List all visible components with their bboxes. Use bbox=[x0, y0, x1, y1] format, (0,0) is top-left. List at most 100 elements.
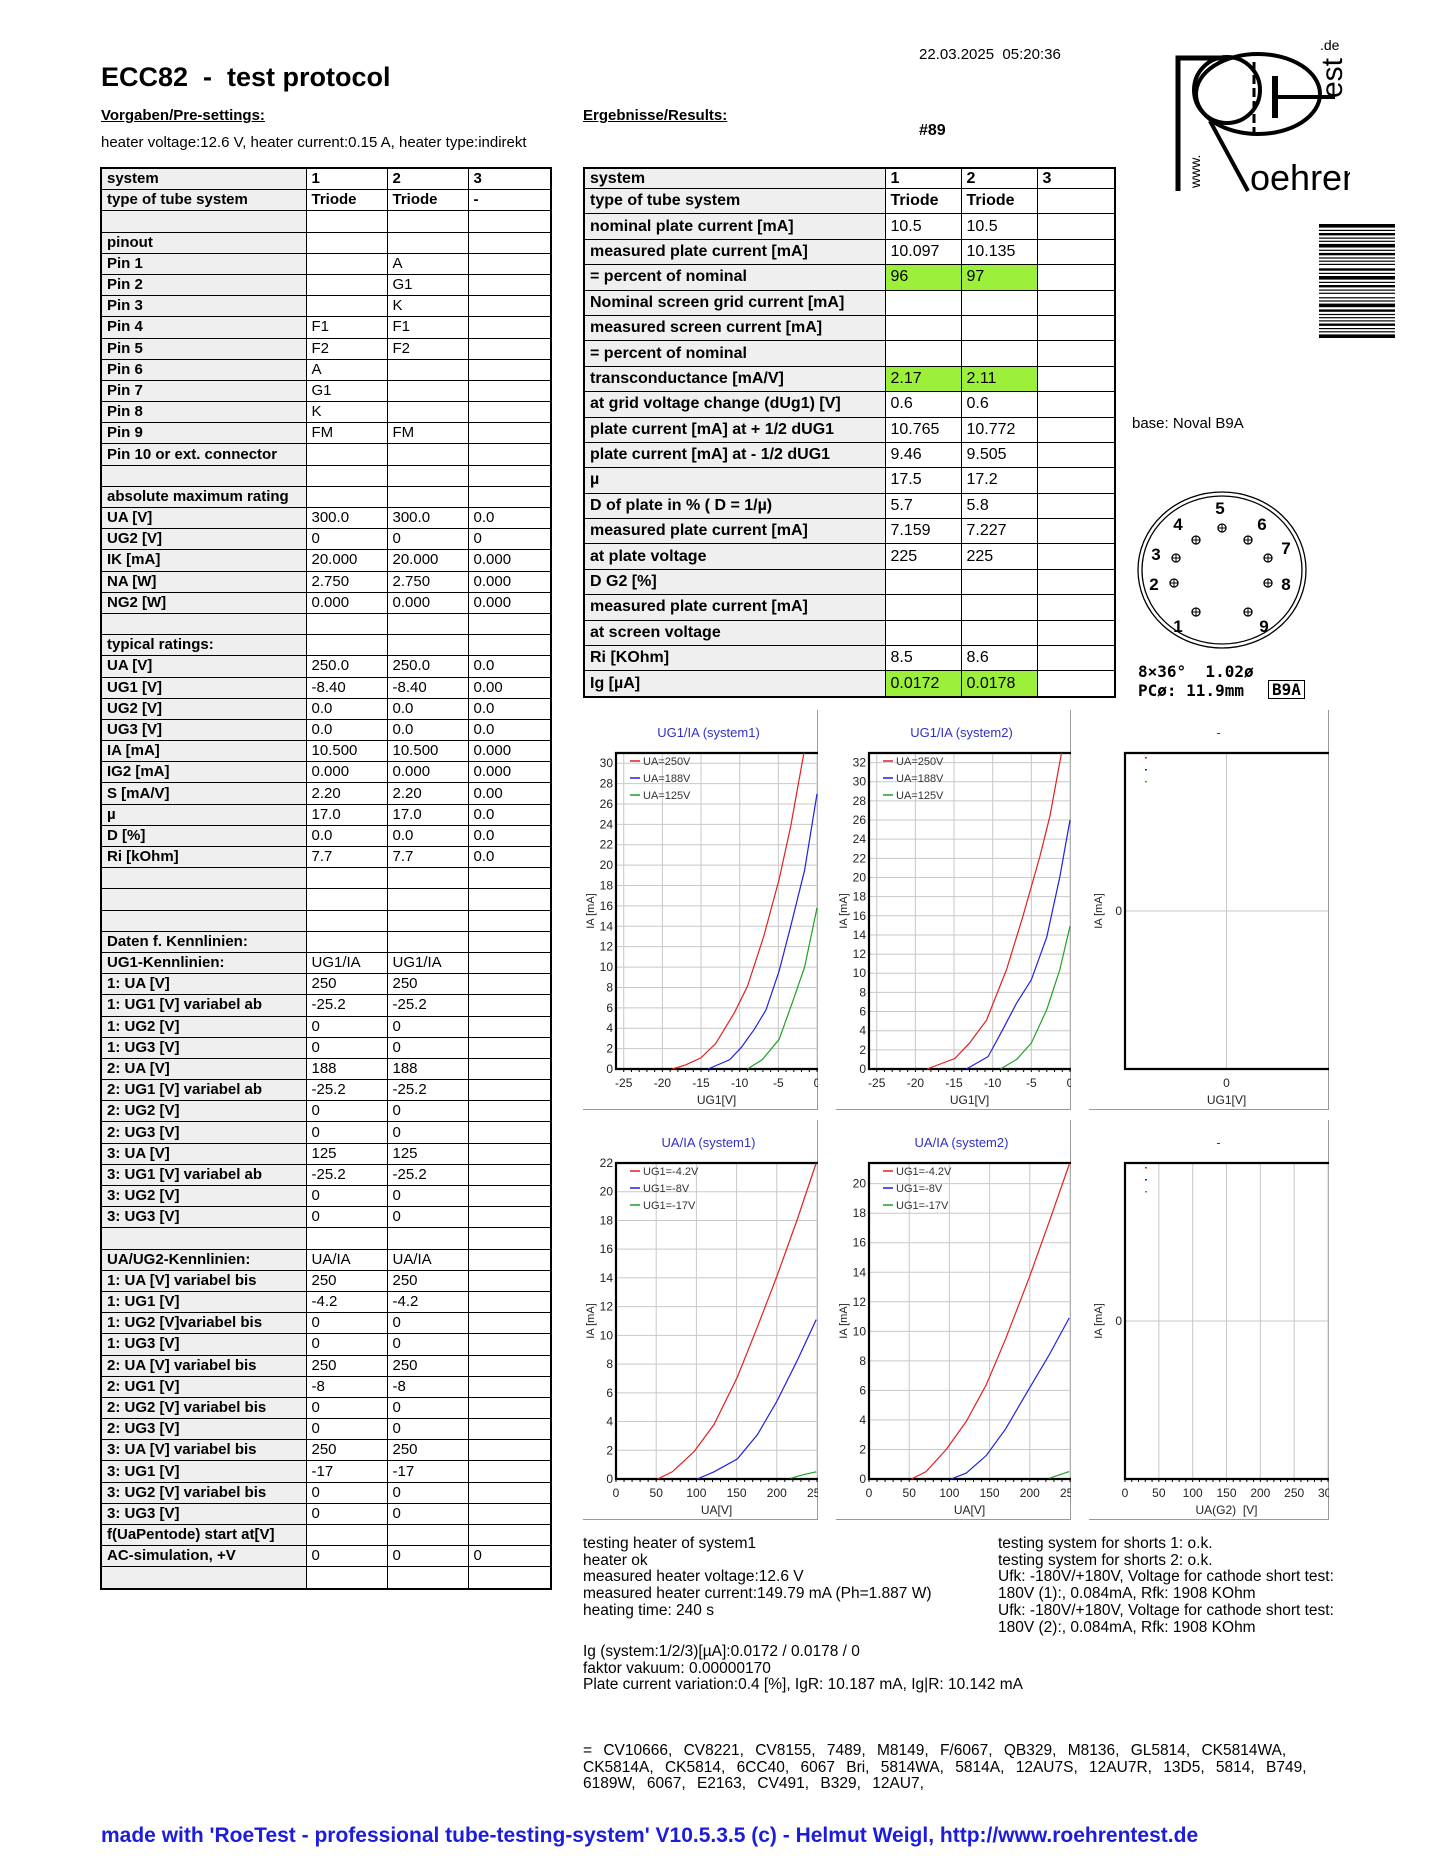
cell-system-3 bbox=[467, 1439, 552, 1462]
cell-system-3: 0.0 bbox=[467, 824, 552, 848]
cell-system-1: 0 bbox=[305, 1015, 388, 1038]
x-tick-label: 0 bbox=[814, 1076, 818, 1090]
row-label: UG2 [V] bbox=[100, 697, 307, 720]
cell-system-2: -8.40 bbox=[386, 676, 469, 699]
barcode-bar bbox=[1319, 268, 1395, 271]
y-tick-label: 8 bbox=[859, 985, 866, 999]
cell-system-3 bbox=[1036, 492, 1116, 520]
barcode-bar bbox=[1319, 328, 1395, 330]
row-label: 3: UA [V] bbox=[100, 1142, 307, 1165]
cell-system-3: 0.0 bbox=[467, 803, 552, 826]
text-line: Ufk: -180V/+180V, Voltage for cathode sh… bbox=[998, 1568, 1334, 1586]
row-label bbox=[100, 464, 307, 487]
cell-system-2: 0 bbox=[386, 1396, 469, 1420]
y-axis-label: IA [mA] bbox=[838, 893, 850, 928]
barcode-bar bbox=[1319, 233, 1395, 236]
cell-system-2: 0 bbox=[386, 1036, 469, 1059]
table-row: D [%] 0.0 0.0 0.0 bbox=[100, 824, 552, 848]
series-line bbox=[966, 819, 1071, 1070]
chart-3: - 0 0 UG1[V] IA [mA] bbox=[1089, 710, 1329, 1110]
cell-system-1: 10.500 bbox=[305, 740, 388, 763]
row-label: Ri [KOhm] bbox=[583, 645, 886, 672]
cell-system-1 bbox=[305, 464, 388, 487]
x-axis-label: UA(G2) [V] bbox=[1195, 1503, 1257, 1517]
x-axis-label: UG1[V] bbox=[697, 1093, 736, 1107]
text-line: faktor vakuum: 0.00000170 bbox=[583, 1659, 771, 1677]
table-row: 1: UG2 [V]variabel bis 0 0 bbox=[100, 1312, 552, 1335]
cell-system-3 bbox=[467, 464, 552, 487]
cell-system-1 bbox=[305, 443, 388, 466]
x-tick-label: 0 bbox=[1223, 1076, 1230, 1090]
vacuum-block: Ig (system:1/2/3)[µA]:0.0172 / 0.0178 / … bbox=[583, 1643, 1023, 1694]
cell-system-3 bbox=[1036, 213, 1116, 240]
row-label: 1: UG3 [V] bbox=[100, 1333, 307, 1356]
row-label: 2: UG2 [V] variabel bis bbox=[100, 1396, 307, 1420]
cell-system-3: - bbox=[467, 189, 552, 212]
cell-system-2: 2.750 bbox=[386, 570, 469, 593]
table-row: D G2 [%] bbox=[583, 568, 1116, 596]
text-line: CK5814A, CK5814, 6CC40, 6067 Bri, 5814WA… bbox=[583, 1758, 1307, 1776]
y-tick-label: 0 bbox=[859, 1472, 866, 1486]
cell-system-3: 0 bbox=[467, 1545, 552, 1568]
series-line bbox=[790, 1471, 817, 1479]
row-label: absolute maximum rating bbox=[100, 485, 307, 509]
cell-system-1 bbox=[305, 1523, 388, 1547]
cell-system-2: 250 bbox=[386, 1439, 469, 1462]
series-line bbox=[1048, 1471, 1070, 1479]
table-row: UG3 [V] 0.0 0.0 0.0 bbox=[100, 718, 552, 742]
table-row: nominal plate current [mA] 10.5 10.5 bbox=[583, 213, 1116, 240]
cell-system-1: 0.0 bbox=[305, 824, 388, 848]
y-tick-label: 6 bbox=[606, 1001, 613, 1015]
row-label: 1: UA [V] bbox=[100, 973, 307, 996]
cell-system-3 bbox=[467, 1100, 552, 1123]
base-spec-line1: 8×36° 1.02ø bbox=[1138, 662, 1254, 681]
cell-system-1 bbox=[884, 619, 962, 647]
table-row bbox=[100, 464, 552, 487]
table-row bbox=[100, 909, 552, 932]
cell-system-1: 125 bbox=[305, 1142, 388, 1165]
cell-system-1: -25.2 bbox=[305, 1163, 388, 1187]
y-tick-label: 0 bbox=[606, 1062, 613, 1076]
table-row: at grid voltage change (dUg1) [V] 0.6 0.6 bbox=[583, 391, 1116, 418]
row-label: 2: UA [V] variabel bis bbox=[100, 1354, 307, 1377]
cell-system-2: 10.500 bbox=[386, 740, 469, 763]
row-label: plate current [mA] at + 1/2 dUG1 bbox=[583, 416, 886, 443]
x-tick-label: 50 bbox=[1152, 1486, 1166, 1500]
cell-system-1: F2 bbox=[305, 337, 388, 360]
cell-system-2: 0.0 bbox=[386, 824, 469, 848]
cell-system-1: Triode bbox=[884, 187, 962, 215]
text-line: heating time: 240 s bbox=[583, 1601, 714, 1619]
cell-system-2 bbox=[386, 464, 469, 487]
barcode-bar bbox=[1319, 303, 1395, 308]
y-tick-label: 4 bbox=[606, 1415, 613, 1429]
x-tick-label: -15 bbox=[692, 1076, 710, 1090]
chart-4: UA/IA (system1) 0 50 100 150 200 250 0 2 4 6 8 10 12 1… bbox=[583, 1120, 818, 1520]
cell-system-3: 0.000 bbox=[467, 591, 552, 614]
legend-entry: UA=125V bbox=[643, 790, 691, 802]
row-label: Pin 1 bbox=[100, 252, 307, 275]
table-row: Nominal screen grid current [mA] bbox=[583, 289, 1116, 316]
plot-frame bbox=[1123, 751, 1329, 1071]
barcode-bar bbox=[1319, 237, 1395, 239]
row-label: measured screen current [mA] bbox=[583, 314, 886, 342]
row-label: Nominal screen grid current [mA] bbox=[583, 289, 886, 316]
barcode-bar bbox=[1319, 224, 1395, 228]
cell-system-1: 250 bbox=[305, 1354, 388, 1377]
row-label bbox=[100, 867, 307, 890]
cell-system-3 bbox=[467, 1269, 552, 1292]
x-tick-label: 50 bbox=[650, 1486, 664, 1500]
row-label: measured plate current [mA] bbox=[583, 238, 886, 266]
legend-entry: UA=188V bbox=[896, 773, 944, 785]
cell-system-3: 3 bbox=[1036, 167, 1116, 189]
table-row: µ 17.5 17.2 bbox=[583, 467, 1116, 494]
row-label: 2: UG2 [V] bbox=[100, 1100, 307, 1123]
barcode-bar bbox=[1319, 252, 1395, 256]
y-tick-label: 12 bbox=[853, 1295, 867, 1309]
cell-system-3 bbox=[467, 1481, 552, 1504]
cell-system-1: UG1/IA bbox=[305, 951, 388, 975]
table-row: 1: UG3 [V] 0 0 bbox=[100, 1036, 552, 1059]
table-row: 1: UA [V] 250 250 bbox=[100, 973, 552, 996]
barcode-bar bbox=[1319, 297, 1395, 299]
row-label: 2: UG1 [V] variabel ab bbox=[100, 1079, 307, 1102]
